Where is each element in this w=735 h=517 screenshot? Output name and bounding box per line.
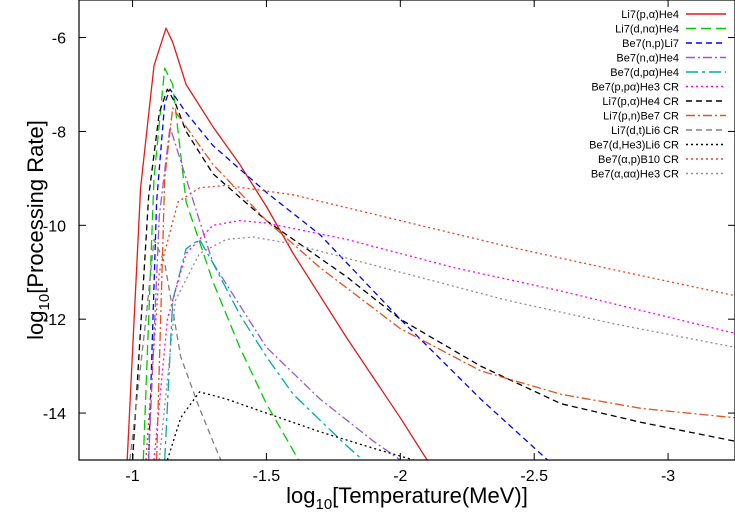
series-line-4 xyxy=(147,126,401,460)
legend-label: Be7(n,p)Li7 xyxy=(622,38,679,50)
series-line-6 xyxy=(153,219,735,460)
legend-label: Li7(d,t)Li6 CR xyxy=(611,125,679,137)
legend-label: Be7(d,pα)He4 xyxy=(610,67,679,79)
x-axis-title-subscript: 10 xyxy=(316,496,333,513)
legend: Li7(p,α)He4 Li7(d,nα)He4 Be7(n,p)Li7 Be7(n,… xyxy=(589,9,726,181)
y-tick-label: -10 xyxy=(43,218,66,235)
y-tick-label: -6 xyxy=(52,31,66,48)
plot-frame xyxy=(78,0,735,461)
legend-label: Be7(p,pα)He3 CR xyxy=(591,82,679,94)
x-axis-title: log10[Temperature(MeV)] xyxy=(286,483,528,513)
x-tick-label: -1.5 xyxy=(253,468,281,485)
legend-label: Be7(α,p)B10 CR xyxy=(598,154,679,166)
y-axis-title: log10[Processing Rate] xyxy=(23,120,53,340)
y-tick-label: -12 xyxy=(43,312,66,329)
series-line-5 xyxy=(164,238,364,460)
x-tick-label: -2 xyxy=(393,468,407,485)
x-axis-title-rest: [Temperature(MeV)] xyxy=(332,483,528,508)
y-tick-label: -8 xyxy=(52,124,66,141)
x-tick-label: -3 xyxy=(661,468,675,485)
series-line-12 xyxy=(158,236,735,460)
y-axis-title-prefix: log xyxy=(23,310,48,339)
y-tick-label: -14 xyxy=(43,406,66,423)
y-axis-title-subscript: 10 xyxy=(36,294,53,311)
legend-label: Li7(p,α)He4 xyxy=(621,9,679,21)
series-line-10 xyxy=(166,391,414,460)
series-line-3 xyxy=(147,88,549,460)
x-tick-label: -2.5 xyxy=(520,468,548,485)
x-axis-title-prefix: log xyxy=(286,483,315,508)
legend-label: Be7(d,He3)Li6 CR xyxy=(589,140,679,152)
series-line-11 xyxy=(145,184,735,460)
series-layer xyxy=(126,27,735,460)
y-axis-title-rest: [Processing Rate] xyxy=(23,120,48,294)
legend-label: Be7(n,α)He4 xyxy=(616,53,679,65)
x-tick-label: -1 xyxy=(125,468,139,485)
legend-label: Li7(d,nα)He4 xyxy=(615,24,679,36)
series-line-2 xyxy=(142,67,300,460)
series-line-7 xyxy=(131,88,735,460)
legend-label: Li7(p,n)Be7 CR xyxy=(603,111,679,123)
series-line-9 xyxy=(129,238,222,460)
axes-layer: -1 -1.5 -2 -2.5 -3 -6 -8 -10 -12 -14 xyxy=(43,0,735,485)
legend-label: Li7(p,α)He4 CR xyxy=(602,96,679,108)
series-line-1 xyxy=(126,27,428,460)
legend-label: Be7(α,αα)He3 CR xyxy=(591,169,679,181)
